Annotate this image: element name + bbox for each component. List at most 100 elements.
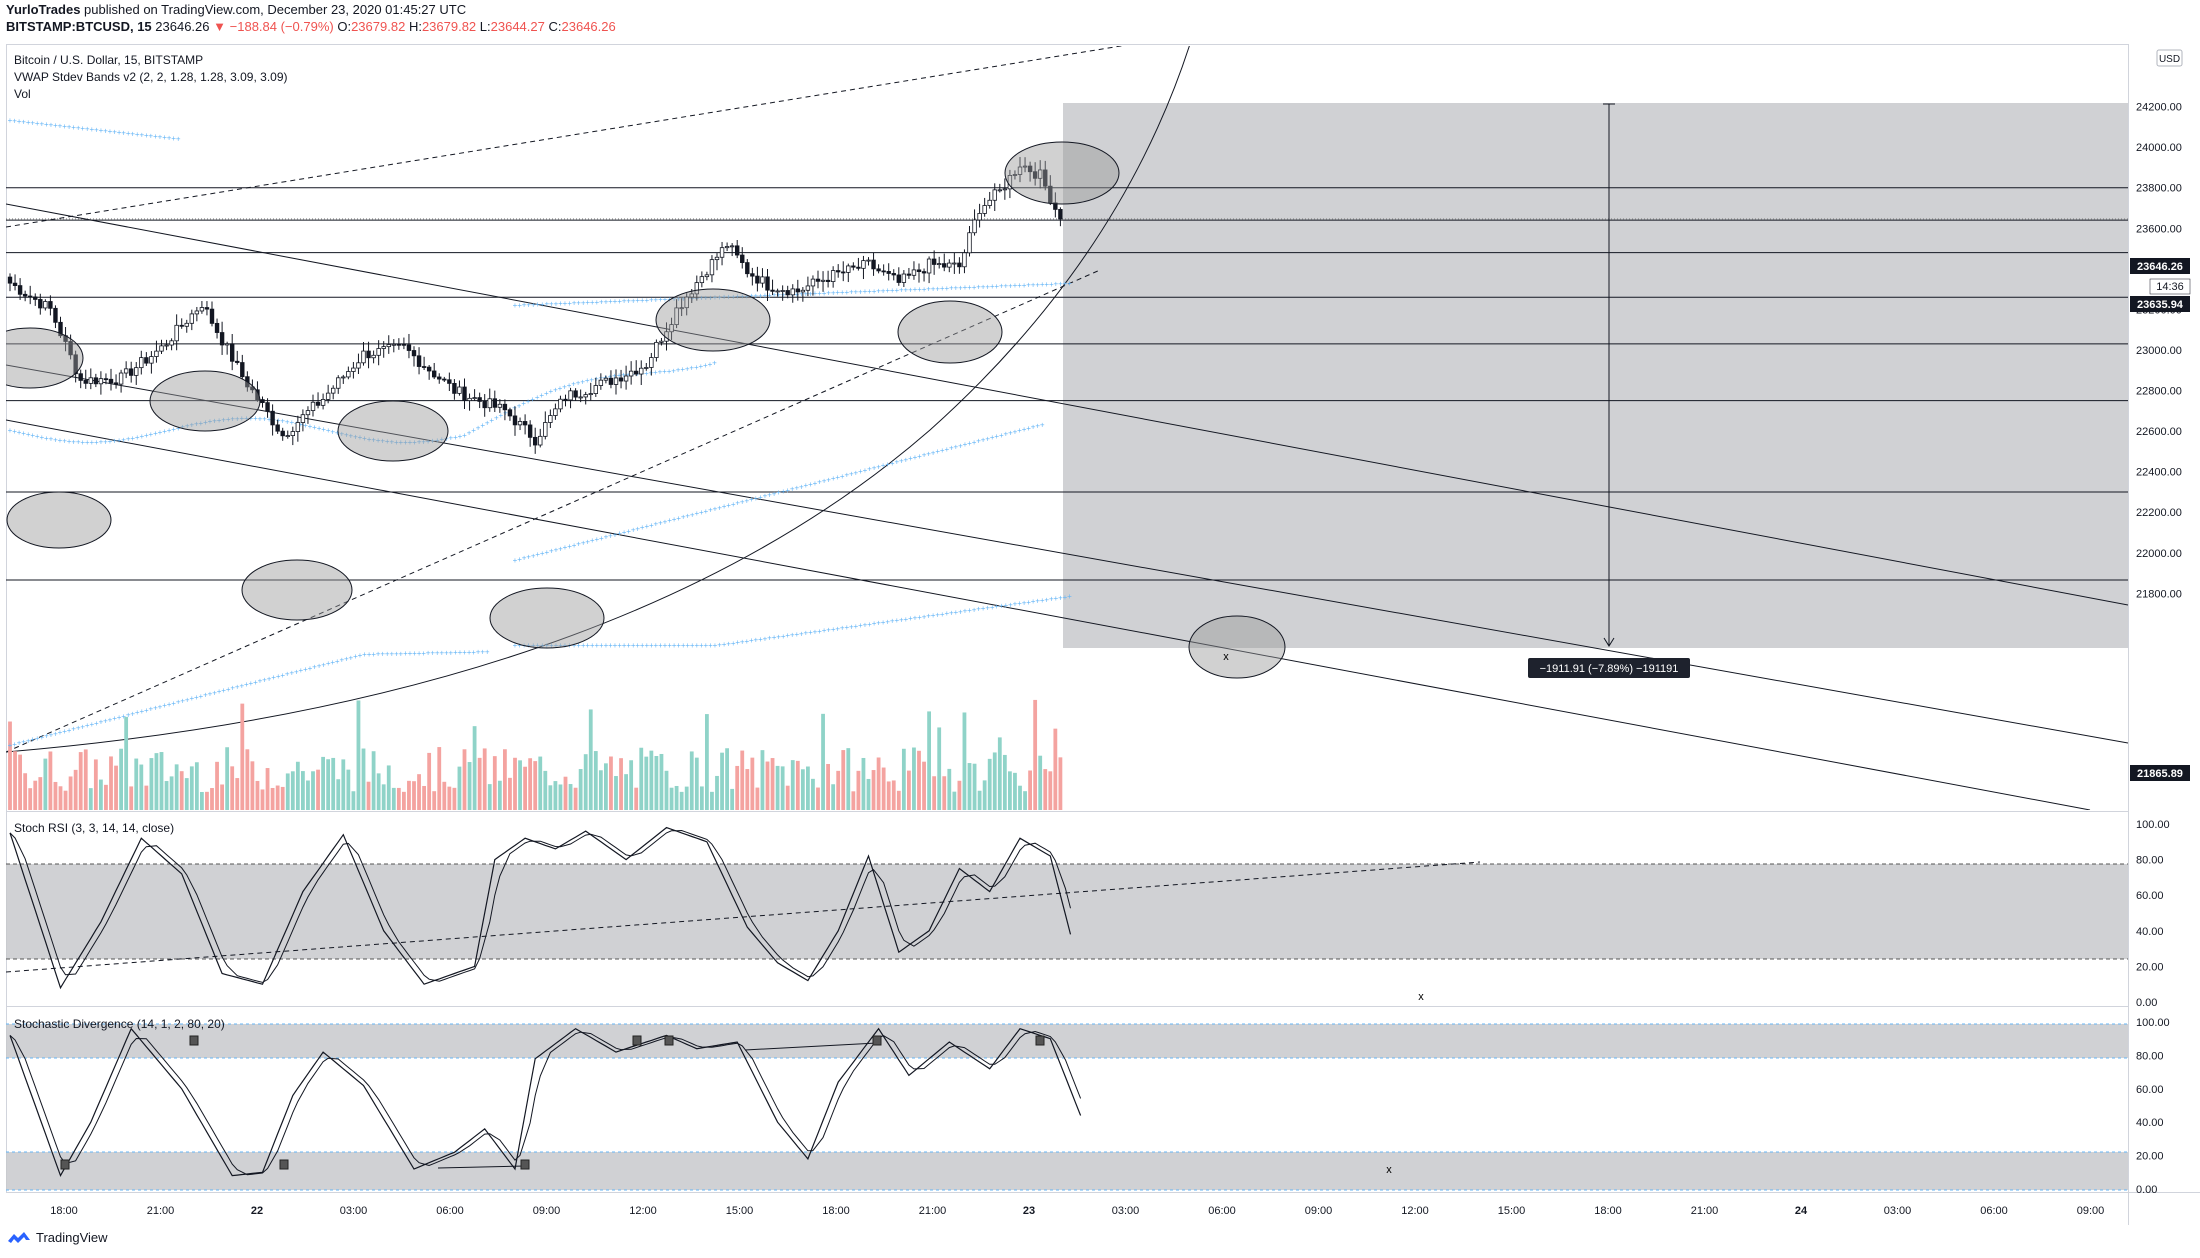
footer-brand[interactable]: TradingView: [36, 1230, 108, 1245]
vwap-mid-band-2: +: [1040, 420, 1045, 429]
vwap-upper-band-2: +: [817, 289, 822, 298]
candle-body: [336, 377, 341, 389]
legend-stoch-div[interactable]: Stochastic Divergence (14, 1, 2, 80, 20): [14, 1017, 225, 1031]
vwap-mid-band: +: [358, 433, 363, 442]
currency-button[interactable]: USD: [2156, 49, 2183, 67]
vwap-mid-band-2: +: [840, 472, 845, 481]
vwap-lower-band: +: [317, 661, 322, 670]
vwap-upper-band: +: [167, 133, 172, 142]
volume-bar: [871, 770, 876, 810]
vwap-mid-band: +: [317, 424, 322, 433]
vwap-lower-band: +: [85, 721, 90, 730]
vwap-lower-band: +: [17, 739, 22, 748]
legend-vol[interactable]: Vol: [14, 87, 31, 101]
vwap-mid-band: +: [689, 364, 694, 373]
vwap-mid-band: +: [462, 431, 467, 440]
highlight-ellipse: [897, 300, 1003, 364]
volume-bar: [659, 753, 664, 810]
candle-body: [982, 205, 987, 214]
volume-bar: [351, 791, 356, 810]
volume-bar: [230, 766, 235, 810]
vwap-lower-band: +: [439, 648, 444, 657]
candle-body: [1022, 165, 1028, 168]
volume-bar: [164, 781, 169, 810]
candle-body: [740, 254, 745, 263]
vwap-upper-band-2: +: [813, 289, 818, 298]
vwap-mid-band: +: [526, 397, 531, 406]
candle-body: [987, 199, 992, 206]
volume-bar: [250, 761, 255, 810]
legend-vwap[interactable]: VWAP Stdev Bands v2 (2, 2, 1.28, 1.28, 3…: [14, 70, 288, 84]
vwap-mid-band-2: +: [581, 538, 586, 547]
volume-bar: [1058, 757, 1063, 810]
time-tick-label: 18:00: [1594, 1205, 1622, 1217]
vwap-upper-band-2: +: [640, 296, 645, 305]
time-tick-label: 15:00: [1498, 1205, 1526, 1217]
highlight-ellipses[interactable]: [0, 141, 1286, 679]
time-tick-label: 09:00: [2077, 1205, 2105, 1217]
vwap-upper-band-2: +: [944, 284, 949, 293]
vwap-mid-band-2: +: [540, 549, 545, 558]
vwap-mid-band: +: [249, 414, 254, 423]
vwap-lower-band: +: [171, 699, 176, 708]
vwap-lower-band-2: +: [804, 629, 809, 638]
highlight-ellipse: [241, 559, 353, 621]
candle-body: [305, 410, 311, 416]
candle-body: [603, 377, 609, 381]
vwap-lower-band: +: [153, 704, 158, 713]
price-axis[interactable]: 24200.0024000.0023800.0023600.0023400.00…: [2136, 102, 2182, 601]
channel-mid-line: [6, 364, 2128, 744]
vwap-mid-band-2: +: [681, 513, 686, 522]
legend-stoch-rsi[interactable]: Stoch RSI (3, 3, 14, 14, close): [14, 821, 174, 835]
volume-bar: [104, 784, 108, 810]
vwap-lower-band: +: [208, 690, 213, 699]
candle-body: [437, 376, 442, 380]
volume-bar: [144, 785, 149, 810]
vwap-mid-band: +: [67, 437, 72, 446]
vwap-upper-band-2: +: [540, 300, 545, 309]
vwap-upper-band: +: [53, 121, 58, 130]
volume-bar: [396, 787, 401, 810]
candle-body: [962, 252, 967, 268]
volume-bar: [669, 787, 674, 810]
vwap-lower-band-2: +: [531, 641, 536, 650]
candle-body: [229, 343, 235, 362]
volume-bar: [321, 756, 325, 810]
rsi-tick-label: 40.00: [2136, 926, 2164, 938]
vwap-mid-band-2: +: [626, 527, 631, 536]
vwap-mid-band-2: +: [531, 551, 536, 560]
volume-bar: [619, 758, 623, 810]
vwap-mid-band-2: +: [590, 536, 595, 545]
vwap-lower-band-2: +: [985, 603, 990, 612]
vwap-mid-band: +: [567, 381, 572, 390]
vwap-mid-band: +: [676, 366, 681, 375]
vwap-lower-band: +: [353, 652, 358, 661]
vwap-mid-band: +: [80, 438, 85, 447]
candle-body: [992, 189, 997, 201]
vwap-lower-band-2: +: [835, 624, 840, 633]
vwap-upper-band-2: +: [758, 291, 763, 300]
candle-body: [916, 269, 922, 272]
vwap-lower-band-2: +: [776, 632, 781, 641]
candle-body: [351, 367, 356, 372]
author-name[interactable]: YurloTrades: [6, 2, 81, 17]
candle-body: [265, 402, 270, 412]
volume-bar: [78, 752, 83, 810]
vwap-lower-band-2: +: [967, 606, 972, 615]
legend-title[interactable]: Bitcoin / U.S. Dollar, 15, BITSTAMP: [14, 53, 203, 67]
measure-tool[interactable]: [1603, 103, 1615, 647]
vwap-lower-band-2: +: [976, 605, 981, 614]
measure-label[interactable]: −1911.91 (−7.89%) −191191: [1528, 658, 1690, 678]
vwap-mid-band-2: +: [735, 499, 740, 508]
vwap-mid-band: +: [108, 437, 113, 446]
vwap-upper-band-2: +: [585, 298, 590, 307]
vwap-upper-band-2: +: [699, 294, 704, 303]
vwap-upper-band: +: [121, 128, 126, 137]
vwap-mid-band-2: +: [835, 473, 840, 482]
volume-bar: [58, 786, 63, 810]
measure-label-text: −1911.91 (−7.89%) −191191: [1540, 663, 1679, 675]
time-axis[interactable]: 18:00 21:00 22 03:00 06:00 09:00 12:00 15:00 18:…: [50, 1205, 2104, 1217]
time-tick-label: 06:00: [1208, 1205, 1236, 1217]
volume-bar: [644, 756, 649, 810]
